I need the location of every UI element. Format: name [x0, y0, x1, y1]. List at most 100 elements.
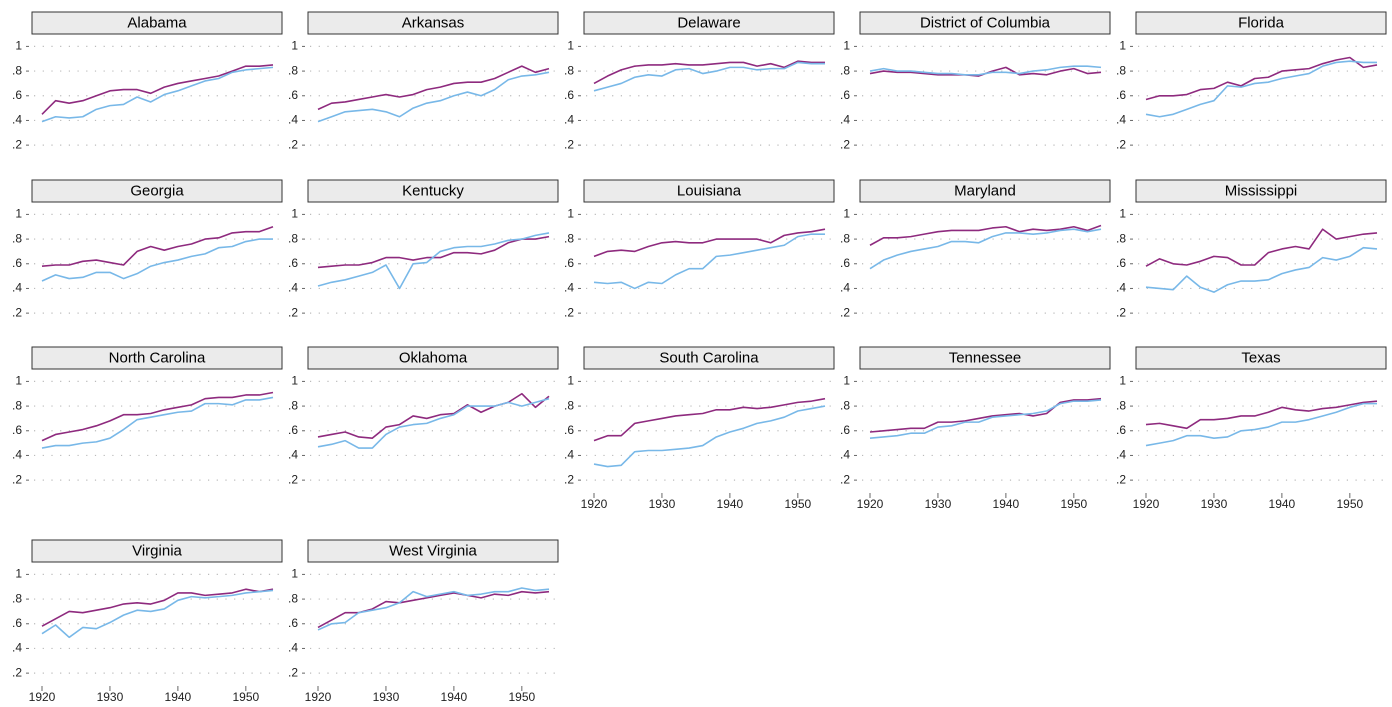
y-tick-label: .4 [12, 113, 22, 127]
y-tick-label: .8 [840, 231, 850, 245]
series-line [1145, 60, 1377, 118]
panel-title: Kentucky [402, 182, 464, 199]
y-tick-label: .2 [840, 305, 850, 319]
series-line [593, 60, 825, 85]
panel-header [31, 179, 283, 203]
panel-title: Oklahoma [399, 349, 468, 366]
y-tick-label: .8 [840, 398, 850, 412]
x-tick-label: 1930 [1201, 497, 1228, 511]
panel-header [307, 346, 559, 370]
panel-title: Alabama [127, 14, 187, 31]
y-tick-label: 1 [843, 207, 850, 221]
series-line [41, 588, 274, 627]
y-tick-label: .6 [288, 256, 298, 270]
y-tick-label: .8 [1116, 398, 1126, 412]
panel-header [859, 11, 1111, 35]
series-line [41, 225, 274, 268]
y-tick-label: .8 [1116, 231, 1126, 245]
series-line [1145, 402, 1377, 447]
y-tick-label: .6 [12, 256, 22, 270]
series-line [41, 391, 274, 442]
panel-header [583, 346, 835, 370]
y-tick-label: .4 [564, 448, 574, 462]
y-tick-label: .2 [12, 305, 22, 319]
y-tick-label: .6 [564, 423, 574, 437]
series-line [41, 589, 274, 639]
y-tick-label: .2 [564, 305, 574, 319]
x-tick-label: 1940 [993, 497, 1020, 511]
y-tick-label: .2 [12, 472, 22, 486]
y-tick-label: .2 [288, 137, 298, 151]
y-tick-label: .4 [840, 281, 850, 295]
series-line [869, 397, 1102, 433]
y-tick-label: .8 [288, 63, 298, 77]
series-line [869, 65, 1102, 76]
y-tick-label: .6 [840, 256, 850, 270]
y-tick-label: 1 [15, 39, 22, 53]
y-tick-label: .6 [288, 616, 298, 630]
y-tick-label: .8 [1116, 63, 1126, 77]
panel-header [31, 11, 283, 35]
y-tick-label: 1 [15, 374, 22, 388]
panel-header [307, 179, 559, 203]
y-tick-label: .2 [840, 472, 850, 486]
series-line [41, 66, 274, 123]
y-tick-label: 1 [567, 374, 574, 388]
y-tick-label: 1 [843, 374, 850, 388]
y-tick-label: 1 [291, 207, 298, 221]
panel-title: South Carolina [659, 349, 759, 366]
y-tick-label: .4 [288, 281, 298, 295]
series-line [593, 233, 825, 290]
panel-title: Texas [1241, 349, 1280, 366]
x-tick-label: 1950 [232, 690, 259, 704]
y-tick-label: .8 [12, 63, 22, 77]
y-tick-label: 1 [291, 374, 298, 388]
y-tick-label: 1 [1119, 207, 1126, 221]
y-tick-label: 1 [567, 207, 574, 221]
y-tick-label: .4 [12, 448, 22, 462]
y-tick-label: .6 [840, 423, 850, 437]
series-line [593, 228, 826, 258]
y-tick-label: 1 [291, 39, 298, 53]
y-tick-label: .4 [840, 448, 850, 462]
y-tick-label: .4 [1116, 281, 1126, 295]
panel-header [1135, 11, 1387, 35]
series-line [317, 397, 550, 449]
panel-title: Louisiana [677, 182, 742, 199]
y-tick-label: .2 [840, 137, 850, 151]
y-tick-label: .2 [1116, 305, 1126, 319]
y-tick-label: 1 [291, 567, 298, 581]
y-tick-label: .8 [288, 231, 298, 245]
y-tick-label: .4 [288, 641, 298, 655]
y-tick-label: 1 [567, 39, 574, 53]
series-line [869, 224, 1102, 246]
series-line [1145, 400, 1378, 430]
y-tick-label: .2 [288, 472, 298, 486]
series-line [41, 238, 273, 282]
y-tick-label: .2 [564, 137, 574, 151]
y-tick-label: .8 [564, 398, 574, 412]
panel-header [31, 539, 283, 563]
y-tick-label: .6 [288, 88, 298, 102]
y-tick-label: .8 [288, 591, 298, 605]
series-line [869, 228, 1102, 270]
y-tick-label: .4 [288, 448, 298, 462]
y-tick-label: .8 [12, 231, 22, 245]
x-tick-label: 1940 [165, 690, 192, 704]
x-tick-label: 1930 [97, 690, 124, 704]
series-line [317, 392, 550, 439]
series-line [317, 232, 550, 290]
y-tick-label: .2 [1116, 137, 1126, 151]
y-tick-label: 1 [1119, 374, 1126, 388]
y-tick-label: .6 [288, 423, 298, 437]
y-tick-label: .4 [564, 113, 574, 127]
x-tick-label: 1940 [717, 497, 744, 511]
panel-title: District of Columbia [920, 14, 1051, 31]
panel-title: Delaware [677, 14, 740, 31]
y-tick-label: .6 [12, 88, 22, 102]
y-tick-label: .2 [564, 472, 574, 486]
panel-title: Florida [1238, 14, 1285, 31]
y-tick-label: .6 [12, 616, 22, 630]
